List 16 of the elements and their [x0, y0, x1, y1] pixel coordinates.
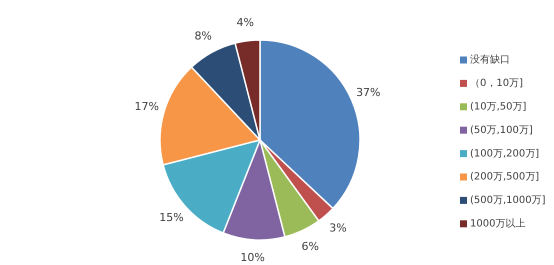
legend-label: (100万,200万] [470, 148, 540, 160]
legend-label: 1000万以上 [470, 218, 526, 230]
data-label: 8% [194, 30, 212, 43]
data-label: 37% [356, 86, 381, 100]
legend-label: (50万,100万] [470, 124, 533, 136]
legend-label: （0，10万] [470, 78, 524, 90]
legend-label: (500万,1000万] [470, 195, 546, 206]
data-label: 17% [134, 100, 159, 114]
data-label: 4% [236, 16, 254, 29]
legend-label: (200万,500万] [470, 172, 540, 183]
legend-label: (10万,50万] [470, 102, 527, 113]
data-label: 3% [329, 222, 347, 235]
data-label: 15% [159, 211, 184, 224]
legend-label: 没有缺口 [470, 54, 510, 66]
data-label: 6% [302, 240, 319, 253]
data-label: 10% [240, 250, 265, 264]
